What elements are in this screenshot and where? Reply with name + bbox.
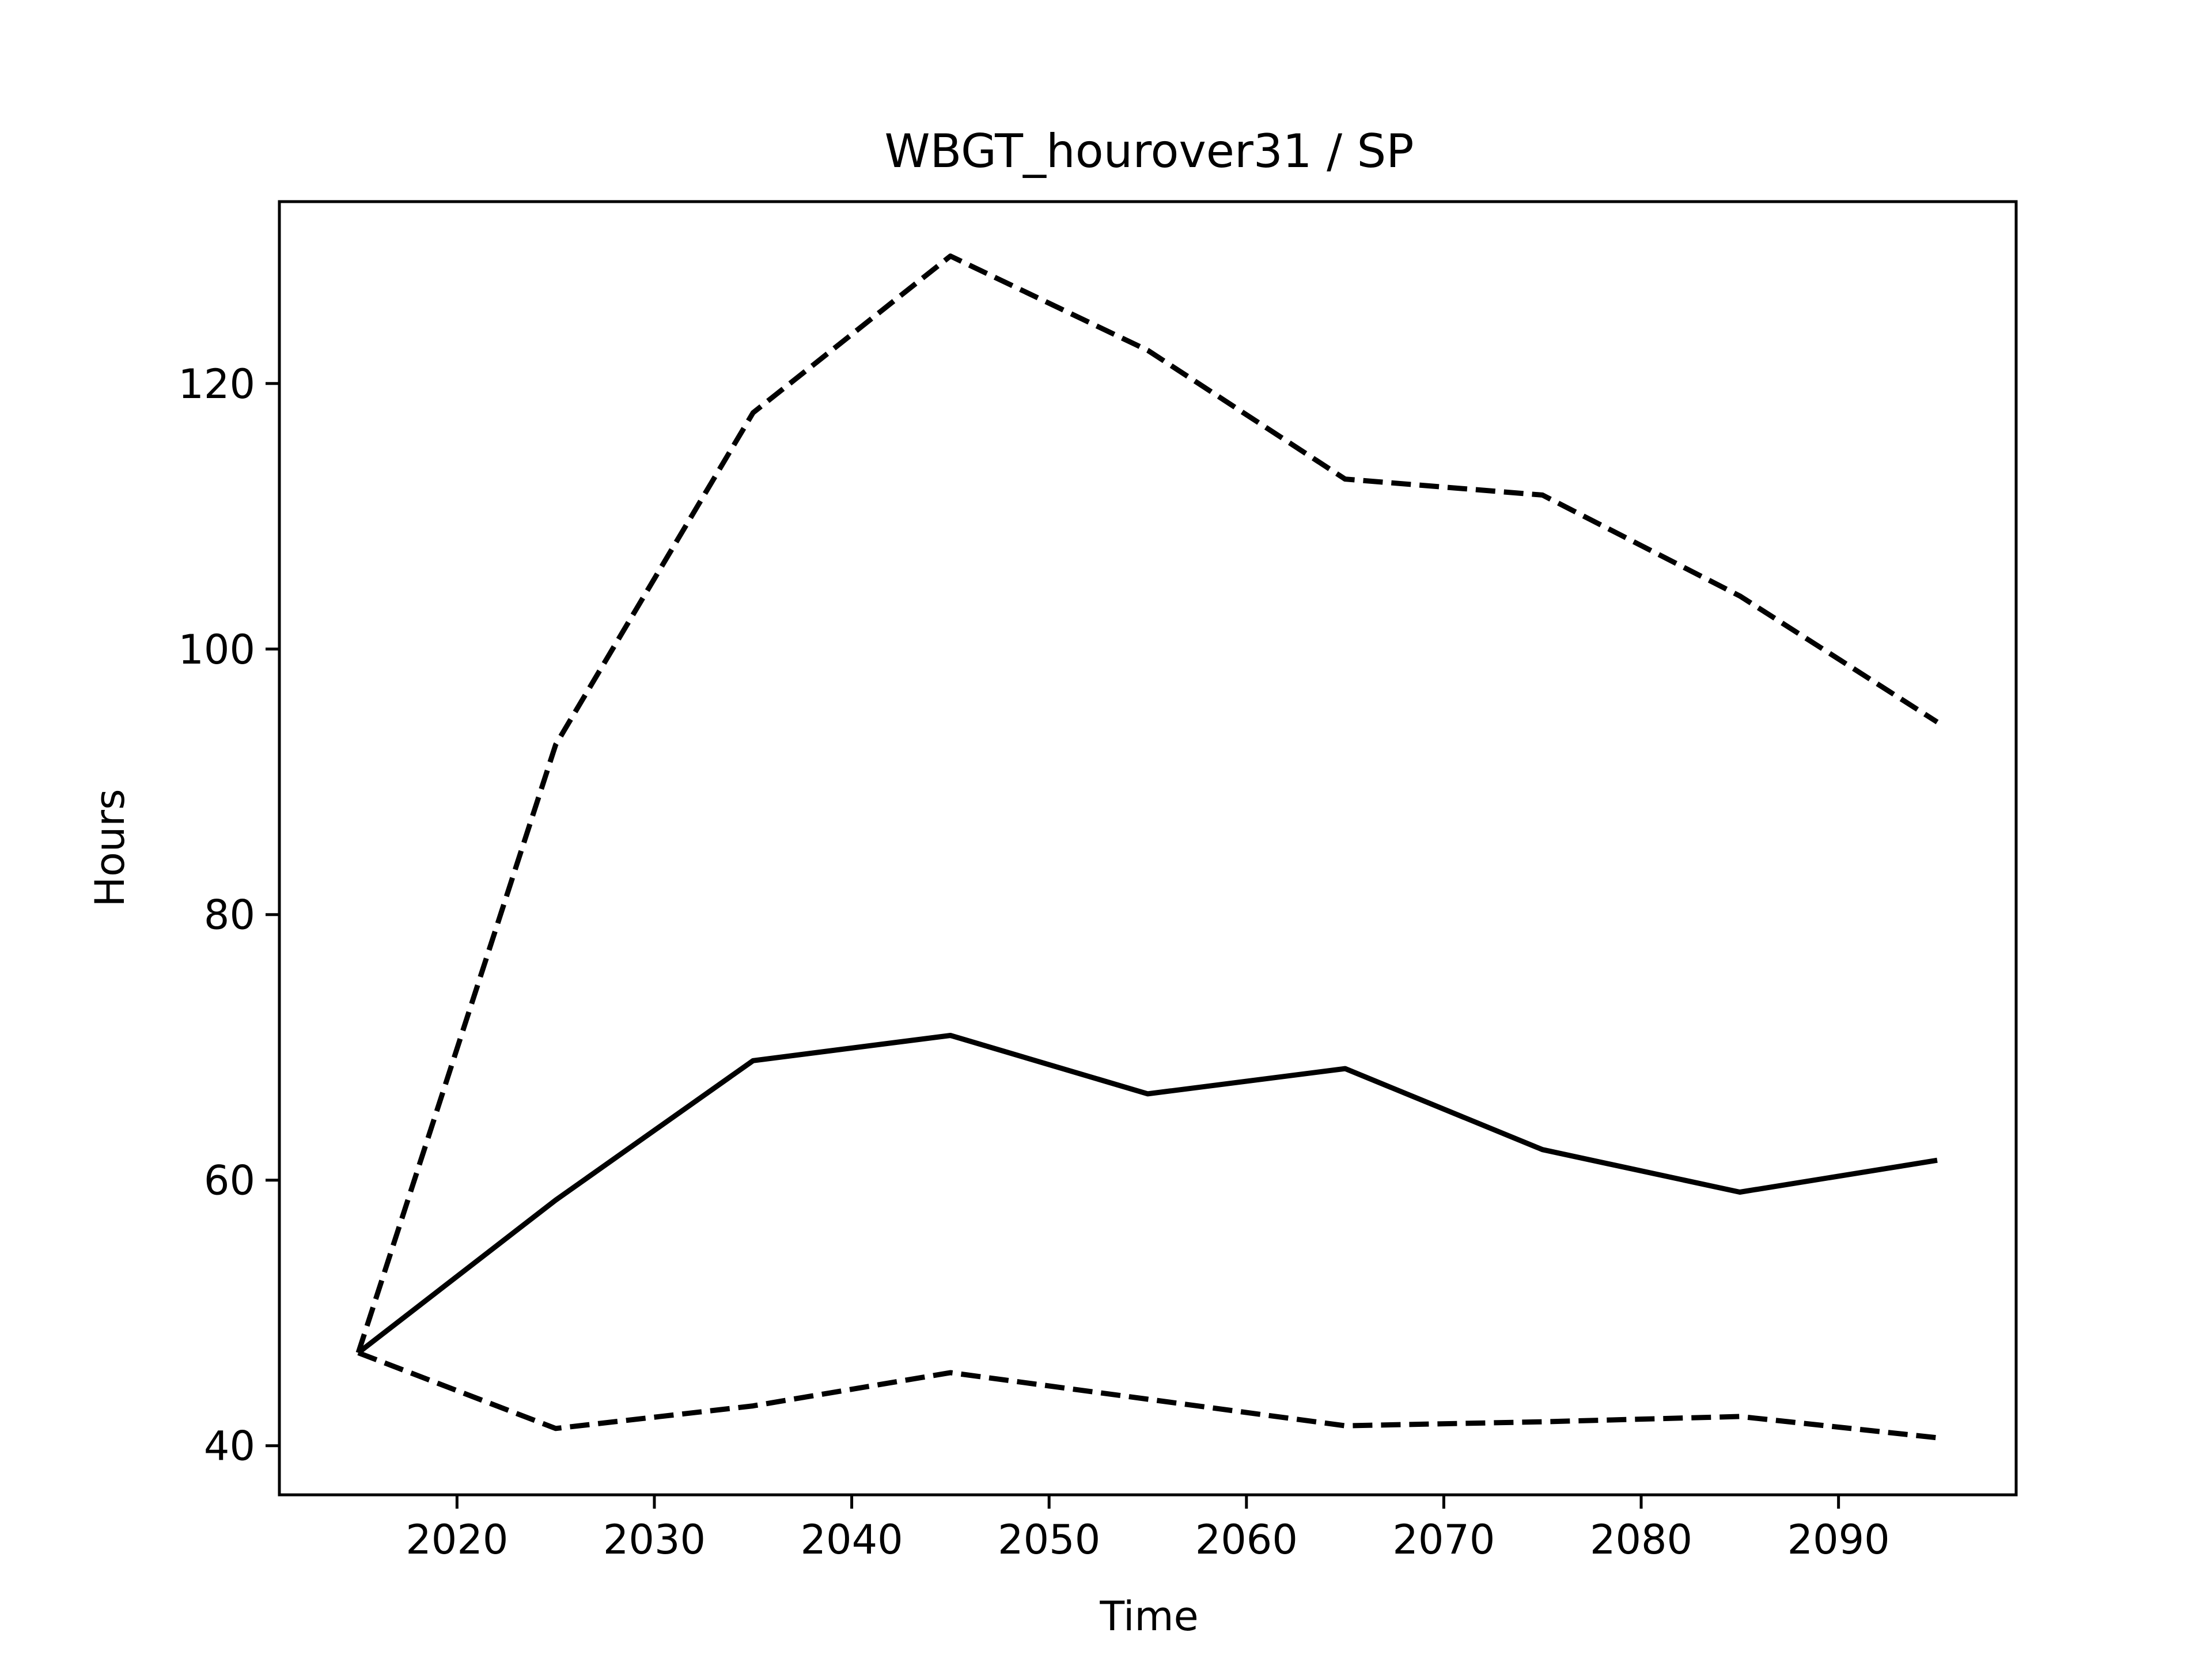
y-tick-label: 80: [204, 892, 255, 939]
x-tick-label: 2060: [1195, 1516, 1298, 1563]
series-line-2: [357, 1033, 1938, 1355]
x-tick-label: 2030: [603, 1516, 706, 1563]
y-tick-label: 120: [178, 361, 255, 408]
x-tick-label: 2080: [1590, 1516, 1692, 1563]
series-line-1: [355, 253, 1939, 1354]
series-line-3: [357, 1350, 1938, 1441]
x-tick-label: 2020: [406, 1516, 508, 1563]
x-tick-label: 2050: [998, 1516, 1100, 1563]
plot-frame: [278, 200, 2018, 1497]
series-layer: [355, 253, 1939, 1441]
x-axis-label: Time: [1099, 1593, 1198, 1640]
y-tick-label: 40: [204, 1423, 255, 1470]
y-axis-label: Hours: [86, 789, 134, 907]
y-tick-label: 100: [178, 626, 255, 673]
y-axis: 40 60 80 100 120: [178, 361, 279, 1470]
x-tick-label: 2070: [1392, 1516, 1495, 1563]
chart-title: WBGT_hourover31 / SP: [884, 124, 1414, 178]
x-axis: 2020 2030 2040 2050 2060 2070 2080 2090: [406, 1495, 1890, 1563]
x-tick-label: 2040: [801, 1516, 903, 1563]
x-tick-label: 2090: [1787, 1516, 1890, 1563]
y-tick-label: 60: [204, 1157, 255, 1205]
